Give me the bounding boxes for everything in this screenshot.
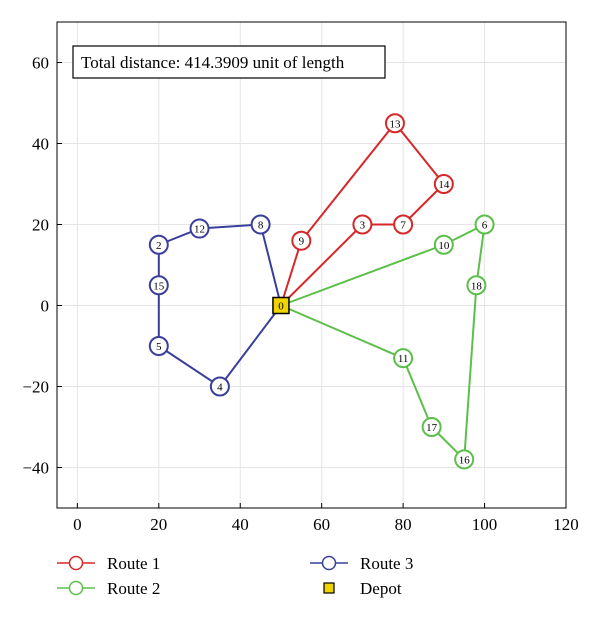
node-18: 18	[466, 275, 487, 296]
node-17: 17	[421, 417, 442, 437]
legend-marker-2	[68, 580, 84, 596]
node-marker-3	[352, 214, 373, 235]
node-marker-16	[454, 449, 475, 470]
total-distance-annotation: Total distance: 414.3909 unit of length	[81, 53, 345, 72]
node-3: 3	[352, 214, 373, 235]
node-marker-15	[148, 275, 169, 296]
node-label-12: 12	[194, 224, 205, 236]
legend-item-3: Route 3	[310, 554, 413, 573]
x-tick-label-80: 80	[395, 515, 412, 534]
node-marker-5	[148, 336, 169, 356]
plot-frame	[56, 21, 567, 509]
y-tick-label-40: 40	[32, 135, 49, 154]
node-label-18: 18	[471, 280, 483, 292]
node-label-6: 6	[482, 220, 488, 232]
node-marker-8	[250, 214, 271, 235]
node-label-14: 14	[438, 179, 450, 191]
node-marker-11	[393, 348, 414, 369]
x-tick-label-120: 120	[553, 515, 579, 534]
route-line-3	[157, 223, 282, 388]
legend-item-4: Depot	[323, 579, 402, 598]
node-marker-6	[474, 214, 495, 235]
legend-label-1: Route 1	[107, 554, 160, 573]
node-label-15: 15	[153, 280, 165, 292]
node-15: 15	[148, 275, 169, 296]
node-label-7: 7	[400, 220, 406, 232]
node-16: 16	[454, 449, 475, 470]
legend-marker-1	[68, 555, 84, 571]
y-tick-label-60: 60	[32, 54, 49, 73]
annotation-frame	[72, 45, 386, 79]
depot-marker	[272, 296, 290, 315]
node-label-16: 16	[459, 454, 471, 466]
y-tick-label-0: 0	[41, 297, 50, 316]
node-label-5: 5	[156, 341, 162, 353]
node-5: 5	[148, 336, 169, 356]
node-8: 8	[250, 214, 271, 235]
node-4: 4	[209, 376, 230, 397]
nodes: 2 3 4 5 6 7 8 9 10 11 12 13 14 15 16 17 18 0	[148, 113, 495, 470]
node-9: 9	[291, 230, 312, 251]
legend-item-2: Route 2	[57, 579, 160, 598]
node-marker-12	[189, 218, 210, 239]
legend: Route 1 Route 2 Route 3 Depot	[57, 554, 413, 598]
legend-label-2: Route 2	[107, 579, 160, 598]
y-tick-label--20: −20	[22, 378, 49, 397]
node-marker-9	[291, 230, 312, 251]
node-label-10: 10	[438, 240, 450, 252]
node-label-17: 17	[426, 422, 438, 434]
y-tick-label-20: 20	[32, 216, 49, 235]
legend-item-1: Route 1	[57, 554, 160, 573]
legend-label-4: Depot	[360, 579, 402, 598]
x-tick-label-100: 100	[472, 515, 498, 534]
node-marker-17	[421, 417, 442, 437]
x-tick-label-40: 40	[232, 515, 249, 534]
y-tick-label--40: −40	[22, 459, 49, 478]
x-tick-label-60: 60	[313, 515, 330, 534]
node-10: 10	[433, 234, 454, 255]
legend-label-3: Route 3	[360, 554, 413, 573]
node-label-2: 2	[156, 240, 162, 252]
depot-node: 0	[272, 296, 290, 315]
node-13: 13	[384, 113, 405, 134]
node-14: 14	[433, 174, 454, 194]
node-label-4: 4	[217, 382, 223, 394]
node-marker-14	[433, 174, 454, 194]
node-label-8: 8	[258, 220, 264, 232]
node-label-11: 11	[398, 353, 409, 365]
node-marker-4	[209, 376, 230, 397]
depot-label: 0	[278, 301, 284, 313]
annotation-box: Total distance: 414.3909 unit of length	[72, 45, 386, 79]
node-12: 12	[189, 218, 210, 239]
node-marker-13	[384, 113, 405, 134]
node-label-3: 3	[360, 220, 366, 232]
node-marker-7	[393, 214, 414, 235]
node-7: 7	[393, 214, 414, 235]
node-label-13: 13	[389, 118, 401, 130]
legend-marker-3	[321, 555, 337, 571]
node-11: 11	[393, 348, 414, 369]
x-tick-label-20: 20	[150, 515, 167, 534]
node-2: 2	[148, 234, 169, 255]
node-6: 6	[474, 214, 495, 235]
node-marker-2	[148, 234, 169, 255]
node-marker-18	[466, 275, 487, 296]
legend-marker-4	[323, 582, 335, 594]
x-tick-label-0: 0	[73, 515, 82, 534]
node-label-9: 9	[299, 236, 305, 248]
node-marker-10	[433, 234, 454, 255]
